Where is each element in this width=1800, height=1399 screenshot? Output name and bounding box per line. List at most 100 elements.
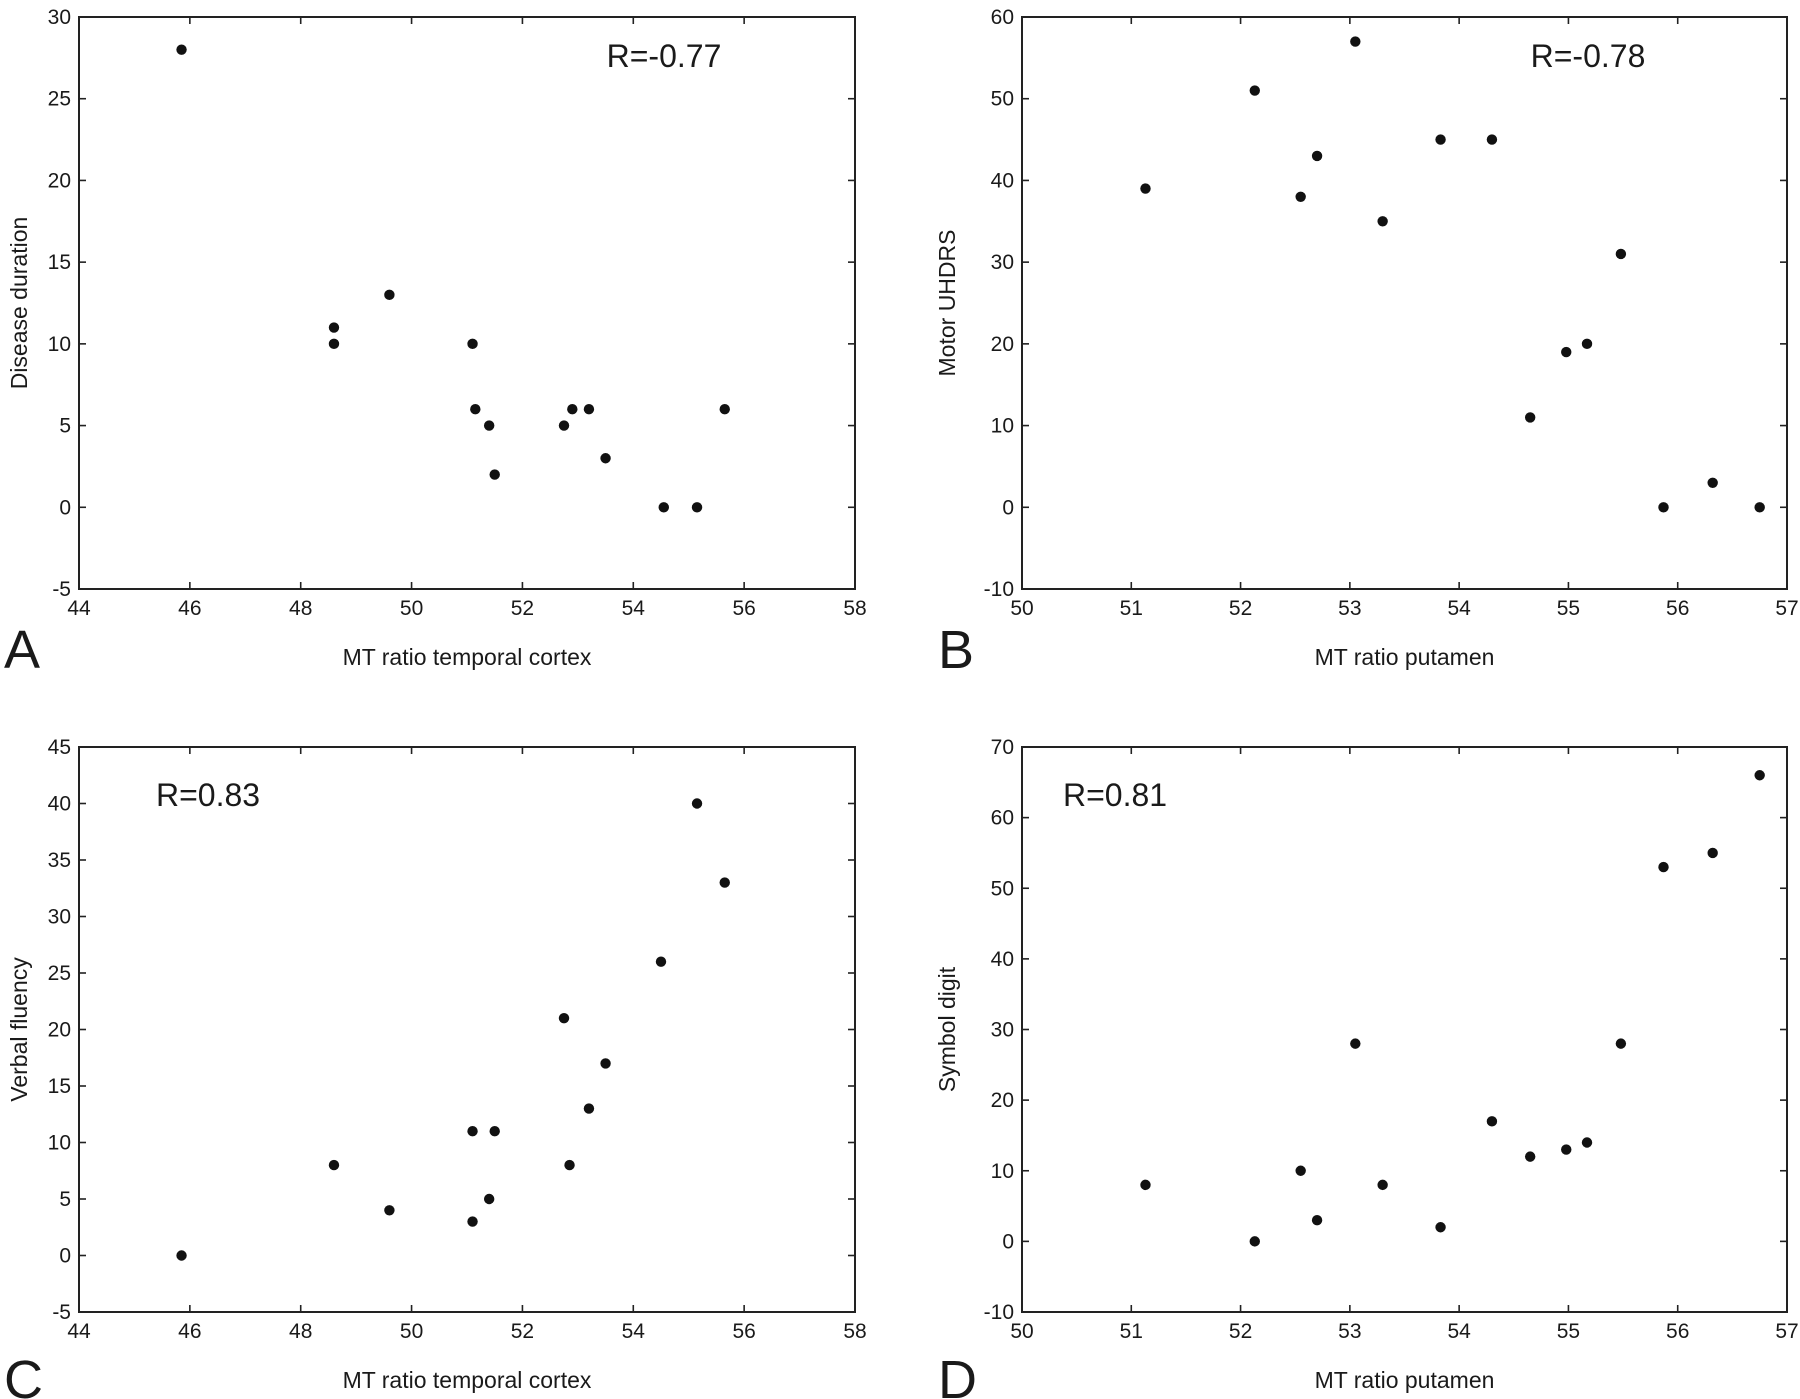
x-tick-label: 54 [1447, 1320, 1471, 1343]
data-point [655, 956, 667, 967]
data-point [328, 322, 340, 333]
data-point [1295, 1165, 1306, 1176]
correlation-annotation: R=0.83 [156, 777, 260, 813]
data-point [1486, 134, 1498, 145]
x-tick-label: 53 [1338, 597, 1361, 620]
x-tick-label: 44 [67, 1320, 91, 1343]
data-point [1350, 36, 1361, 47]
panel-b: 50 51 52 53 54 55 56 57 -10 0 10 20 30 40 50 60 MT ratio… [934, 6, 1799, 680]
y-tick-label: -5 [52, 1301, 71, 1324]
data-point [1707, 847, 1718, 859]
x-tick-label: 56 [732, 597, 755, 620]
correlation-annotation: R=0.81 [1063, 777, 1167, 813]
y-tick-label: 40 [48, 793, 71, 816]
data-point [176, 44, 187, 55]
data-point [691, 798, 703, 809]
y-tick-label: 20 [991, 1089, 1014, 1112]
data-point [483, 420, 495, 431]
data-point [328, 338, 340, 350]
x-tick-label: 55 [1557, 597, 1580, 620]
y-tick-label: 50 [991, 88, 1014, 111]
data-point [1524, 412, 1536, 423]
panel-letter: C [4, 1350, 43, 1399]
data-point [1377, 1179, 1388, 1191]
y-tick-label: 40 [991, 948, 1014, 971]
data-point [1249, 1236, 1260, 1247]
data-point [467, 1216, 478, 1227]
x-tick-label: 56 [1666, 597, 1689, 620]
data-point [489, 469, 500, 480]
y-tick-label: 50 [991, 877, 1014, 900]
data-point [583, 404, 595, 415]
y-tick-label: 10 [991, 1160, 1014, 1183]
data-point [1435, 1222, 1446, 1233]
x-tick-label: 58 [843, 597, 866, 620]
x-tick-label: 51 [1120, 597, 1143, 620]
plot-frame [1021, 746, 1788, 1313]
data-point [483, 1193, 495, 1205]
y-tick-label: 0 [1002, 496, 1014, 519]
x-tick-label: 54 [1447, 597, 1471, 620]
x-axis-label: MT ratio putamen [1315, 644, 1495, 670]
x-tick-label: 44 [67, 597, 91, 620]
x-tick-label: 51 [1120, 1320, 1143, 1343]
data-point [558, 1013, 570, 1024]
x-tick-label: 56 [1666, 1320, 1689, 1343]
plot-frame [78, 16, 856, 590]
data-point [1524, 1151, 1536, 1162]
plot-frame [78, 746, 856, 1313]
y-tick-label: 45 [48, 736, 71, 759]
x-tick-label: 52 [1229, 597, 1252, 620]
y-tick-label: 15 [48, 251, 71, 274]
y-tick-label: -10 [984, 1301, 1014, 1324]
x-tick-label: 54 [622, 1320, 646, 1343]
y-tick-label: 60 [991, 6, 1014, 29]
data-point [1486, 1116, 1498, 1127]
data-point [564, 1159, 575, 1171]
panel-c: 44 46 48 50 52 54 56 58 -5 0 5 10 15 20 25 30 35 40 45 MT r… [4, 736, 867, 1399]
data-point [1311, 1214, 1323, 1226]
y-tick-label: 20 [48, 169, 71, 192]
correlation-annotation: R=-0.77 [607, 38, 722, 74]
data-point [1377, 216, 1388, 227]
data-point [328, 1159, 340, 1171]
data-point [1435, 134, 1446, 145]
x-axis-label: MT ratio temporal cortex [343, 1367, 592, 1393]
data-point [467, 1126, 478, 1137]
x-tick-label: 50 [1010, 597, 1033, 620]
x-axis-label: MT ratio temporal cortex [343, 644, 592, 670]
data-point [1311, 150, 1323, 162]
y-tick-label: 20 [48, 1019, 71, 1042]
data-point [1658, 502, 1669, 513]
y-tick-label: 0 [59, 1245, 71, 1268]
x-tick-label: 52 [511, 1320, 534, 1343]
y-tick-label: 25 [48, 88, 71, 111]
y-tick-label: -10 [984, 578, 1014, 601]
data-point [583, 1103, 595, 1114]
y-tick-label: 10 [991, 415, 1014, 438]
data-point [691, 502, 703, 513]
panel-letter: B [938, 620, 974, 680]
x-tick-label: 50 [1010, 1320, 1033, 1343]
data-point [470, 404, 481, 415]
y-tick-label: 20 [991, 333, 1014, 356]
data-point [1140, 183, 1151, 194]
x-tick-label: 50 [400, 1320, 423, 1343]
y-tick-label: 5 [59, 415, 71, 438]
data-point [489, 1126, 500, 1137]
data-point [1754, 770, 1765, 781]
correlation-annotation: R=-0.78 [1531, 38, 1646, 74]
y-tick-label: 0 [59, 496, 71, 519]
data-point [1581, 1137, 1593, 1148]
x-tick-label: 57 [1775, 597, 1798, 620]
plot-frame [1021, 16, 1788, 590]
panel-letter: A [4, 620, 40, 680]
x-tick-label: 57 [1775, 1320, 1798, 1343]
data-point [1561, 346, 1572, 358]
data-point [384, 1205, 395, 1216]
data-point [600, 1058, 611, 1069]
y-tick-label: 60 [991, 807, 1014, 830]
x-tick-label: 52 [511, 597, 534, 620]
y-tick-label: 0 [1002, 1230, 1014, 1253]
